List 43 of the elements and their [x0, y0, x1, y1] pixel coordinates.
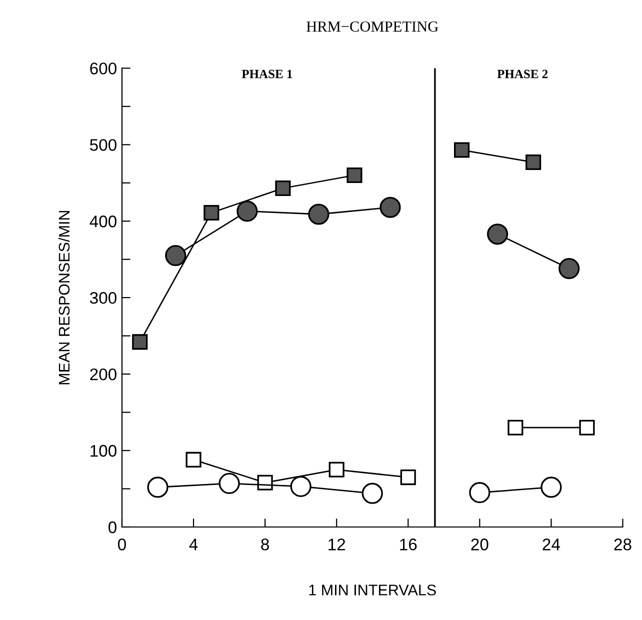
point	[469, 482, 490, 504]
x-tick-label: 20	[471, 538, 488, 550]
point	[328, 462, 344, 478]
y-tick-label: 200	[90, 368, 116, 380]
point	[147, 476, 168, 498]
point	[346, 167, 362, 184]
y-tick-label: 0	[108, 521, 116, 534]
point	[218, 472, 240, 494]
point	[508, 420, 524, 436]
x-tick-label: 4	[189, 538, 198, 550]
point	[526, 154, 542, 170]
x-tick-label: 0	[118, 538, 126, 550]
x-tick-label: 28	[614, 538, 632, 550]
point	[236, 200, 258, 222]
y-tick-label: 100	[90, 444, 116, 457]
annotation: PHASE 2	[497, 70, 548, 78]
point	[290, 476, 312, 498]
y-tick-label: 500	[90, 139, 116, 151]
x-axis-title: 1 MIN INTERVALS	[309, 584, 436, 596]
x-tick-label: 12	[328, 538, 346, 550]
point	[362, 482, 383, 504]
point	[558, 258, 580, 280]
point	[540, 476, 562, 498]
y-tick-label: 600	[90, 62, 116, 74]
point	[380, 196, 401, 218]
point	[204, 204, 220, 220]
x-tick-label: 24	[542, 538, 560, 550]
annotation: PHASE 1	[242, 70, 292, 78]
point	[400, 470, 416, 486]
point	[579, 420, 595, 436]
point	[454, 142, 470, 158]
x-tick-label: 8	[261, 538, 269, 550]
point	[165, 244, 186, 266]
point	[308, 204, 330, 225]
point	[186, 452, 202, 468]
point	[275, 180, 291, 196]
x-tick-label: 16	[400, 538, 417, 550]
point	[486, 224, 508, 245]
y-tick-label: 400	[90, 216, 116, 228]
y-tick-label: 300	[90, 292, 116, 304]
chart-title: HRM−COMPETING	[306, 21, 438, 32]
y-axis-title: MEAN RESPONSES/MIN	[58, 210, 70, 384]
point	[132, 334, 148, 350]
